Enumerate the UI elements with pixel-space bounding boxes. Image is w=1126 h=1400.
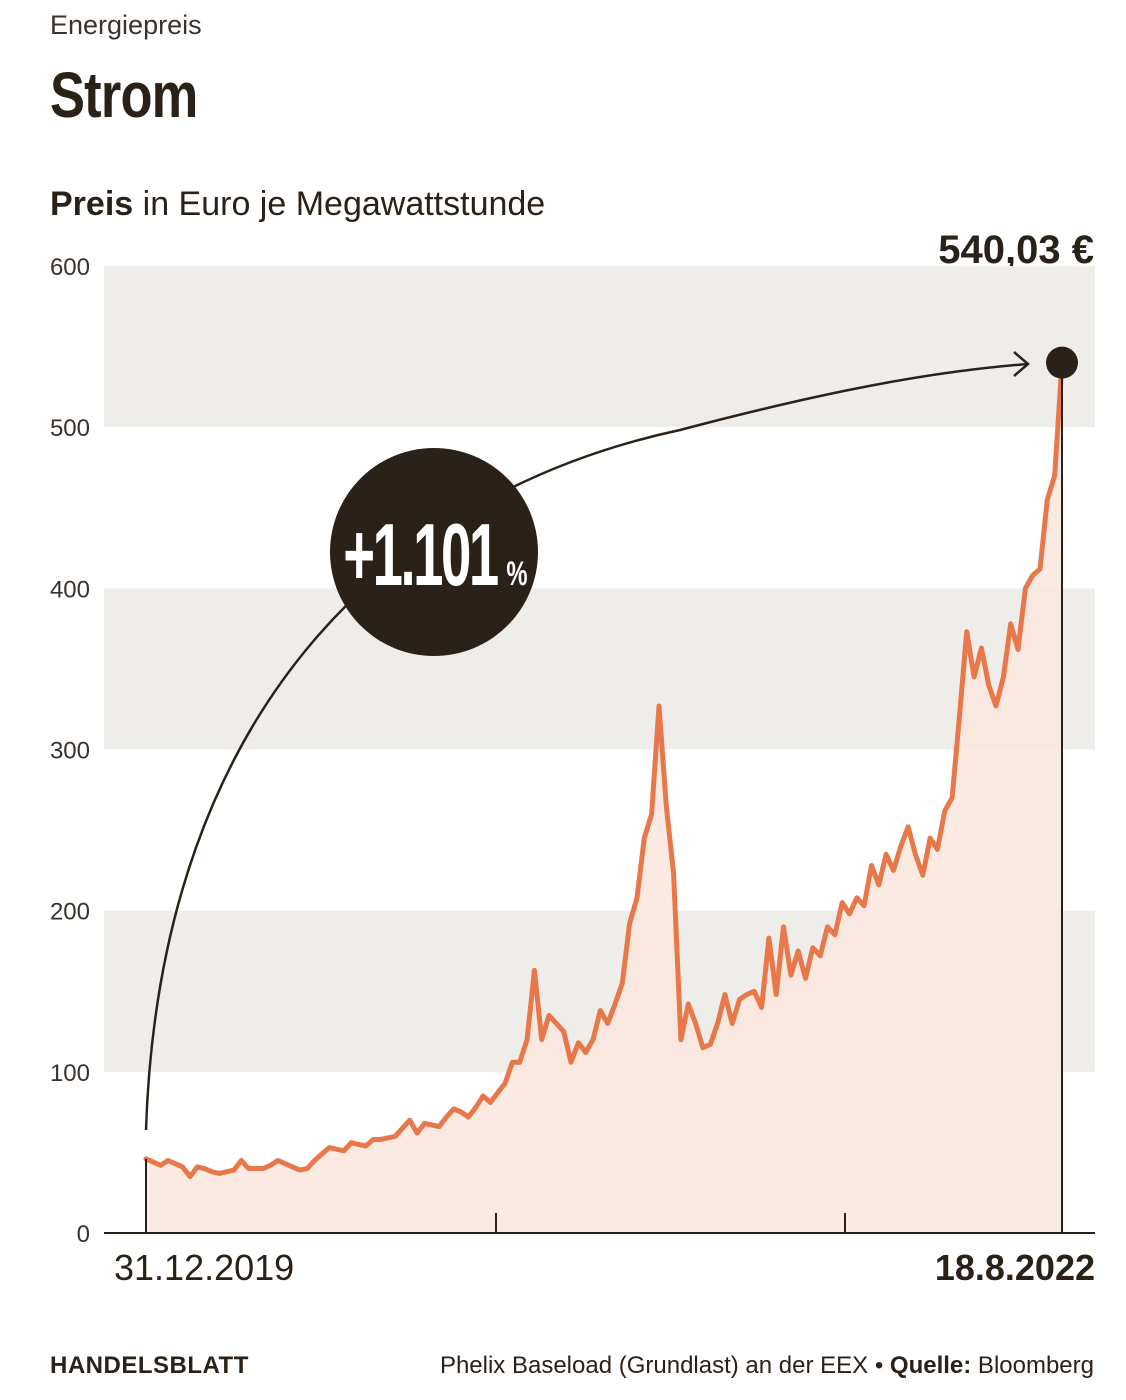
- y-tick-label: 200: [50, 899, 90, 926]
- y-tick-label: 100: [50, 1060, 90, 1087]
- grid-band: [104, 266, 1095, 428]
- y-tick-label: 0: [77, 1221, 90, 1248]
- footer-source: Phelix Baseload (Grundlast) an der EEX •…: [440, 1352, 1094, 1380]
- subtitle-bold: Preis: [50, 185, 134, 223]
- source-label: Quelle:: [889, 1352, 972, 1379]
- end-point-dot: [1046, 346, 1078, 379]
- change-unit: %: [506, 555, 527, 593]
- subtitle-rest: in Euro je Megawattstunde: [133, 185, 546, 223]
- source-text: Phelix Baseload (Grundlast) an der EEX •: [439, 1352, 890, 1379]
- chart-title: Strom: [50, 59, 198, 131]
- x-tick-label-end: 18.8.2022: [935, 1247, 1095, 1288]
- arrow-head: [1013, 351, 1030, 377]
- grid-band: [104, 588, 1095, 750]
- change-badge: [330, 448, 538, 656]
- source-name: Bloomberg: [971, 1352, 1094, 1379]
- y-tick-label: 600: [50, 254, 90, 281]
- y-tick-label: 300: [50, 738, 90, 765]
- chart-kicker: Energiepreis: [50, 10, 202, 40]
- y-axis-ticks: 0 100 200 300 400 500 600: [50, 254, 90, 1248]
- peak-value-label: 540,03 €: [938, 228, 1094, 272]
- y-tick-label: 400: [50, 576, 90, 603]
- x-tick-label-start: 31.12.2019: [114, 1247, 294, 1288]
- chart-subtitle: Preis in Euro je Megawattstunde: [50, 185, 545, 224]
- change-number: +1.101: [343, 506, 498, 605]
- price-area: [146, 362, 1062, 1233]
- footer-brand: HANDELSBLATT: [50, 1352, 249, 1379]
- x-axis-ticks: 31.12.2019 18.8.2022: [114, 1213, 1095, 1288]
- growth-arrow: [144, 362, 1029, 1131]
- price-line: [143, 360, 1065, 1180]
- y-tick-label: 500: [50, 415, 90, 442]
